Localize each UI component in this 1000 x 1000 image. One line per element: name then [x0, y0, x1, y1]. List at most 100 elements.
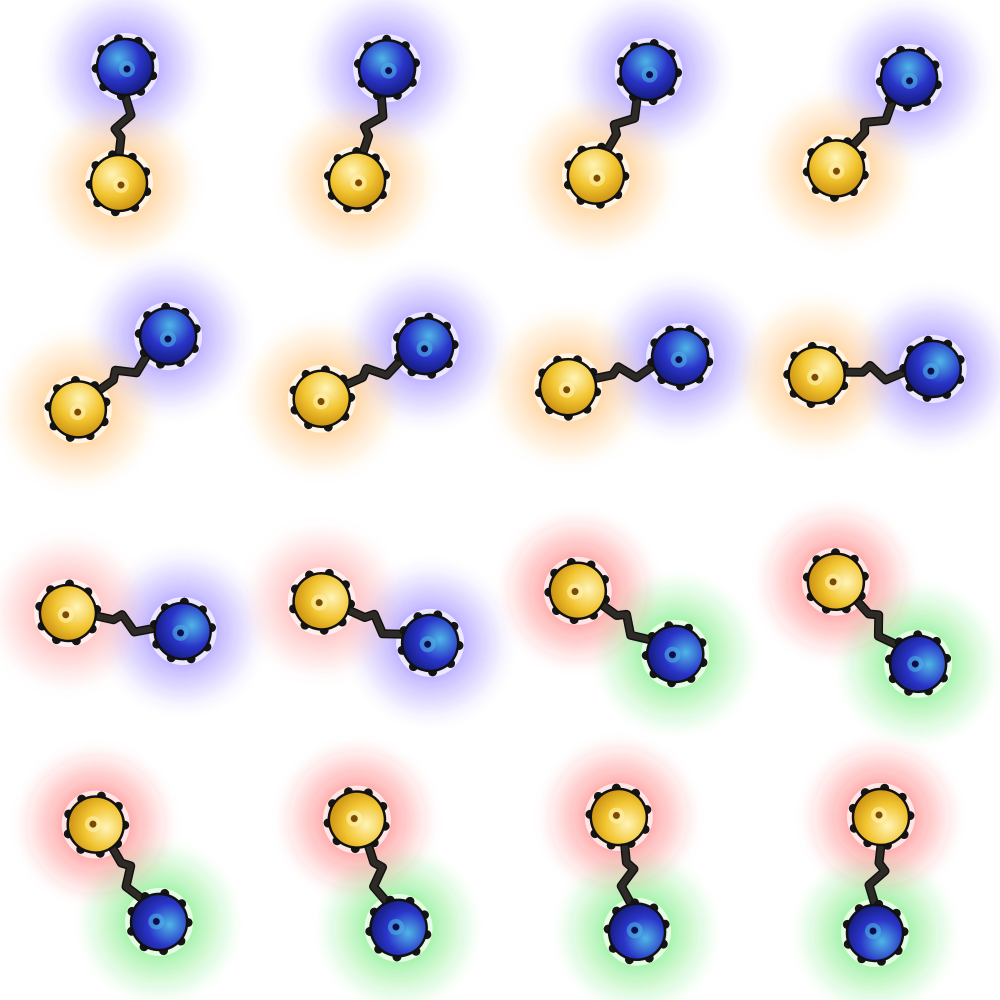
dumbbell-orbs-sprite	[499, 512, 756, 734]
cool-orb	[134, 302, 201, 369]
sprite-frame	[250, 741, 500, 1000]
warm-orb	[323, 146, 391, 213]
orb-core	[350, 815, 358, 823]
orb-core	[420, 345, 428, 353]
tether-cord	[109, 844, 146, 903]
sprite-frame	[738, 250, 1000, 500]
cool-orb	[842, 899, 909, 966]
dumbbell-orbs-sprite	[243, 266, 506, 477]
warm-orb	[848, 783, 915, 850]
dumbbell-orbs-sprite	[757, 503, 999, 744]
cool-orb	[875, 45, 942, 112]
sprite-frame	[250, 0, 500, 259]
dumbbell-orbs-sprite	[795, 739, 959, 1000]
warm-orb	[585, 783, 652, 850]
dumbbell-orbs-sprite	[489, 277, 761, 466]
tether-cord	[849, 97, 896, 149]
orb-core	[612, 811, 620, 819]
orb-core	[315, 599, 323, 607]
warm-orb	[783, 341, 849, 409]
warm-orb	[802, 136, 869, 202]
dumbbell-orbs-sprite	[17, 746, 240, 1000]
dumbbell-orbs-sprite	[738, 288, 1000, 454]
cool-orb	[91, 34, 158, 101]
cool-orb	[641, 621, 708, 688]
tether-cord	[591, 362, 657, 382]
dumbbell-orbs-sprite	[279, 0, 468, 259]
cool-orb	[365, 895, 432, 962]
warm-orb	[44, 375, 111, 442]
sprite-frame	[489, 250, 761, 500]
orb-core	[392, 923, 400, 931]
tether-cord	[365, 842, 391, 906]
orb-core	[869, 927, 877, 935]
sprite-frame	[0, 250, 250, 500]
orb-core	[563, 386, 571, 394]
dumbbell-orbs-sprite	[41, 0, 205, 261]
orb-core	[176, 629, 184, 637]
cool-orb	[353, 34, 421, 101]
dumbbell-orbs-sprite	[540, 739, 718, 1000]
orb-core	[631, 926, 639, 934]
tether-cord	[853, 597, 901, 649]
warm-orb	[289, 365, 356, 432]
orb-core	[875, 811, 883, 819]
cool-orb	[393, 312, 459, 379]
sprite-frame	[499, 500, 756, 750]
orb-core	[832, 167, 840, 175]
sprite-frame	[500, 0, 750, 254]
warm-orb	[85, 150, 152, 217]
orb-core	[117, 181, 125, 189]
sprite-frame	[500, 739, 750, 1000]
tether-cord	[112, 92, 134, 158]
orb-core	[152, 917, 160, 925]
sprite-frame	[0, 500, 263, 750]
cool-orb	[397, 610, 464, 677]
cool-orb	[647, 325, 714, 391]
orb-core	[74, 408, 82, 416]
orb-core	[911, 660, 919, 668]
warm-orb	[63, 791, 130, 858]
tether-cord	[866, 842, 888, 908]
orb-core	[593, 174, 601, 182]
orb-core	[424, 640, 432, 648]
sprite-frame	[243, 500, 511, 750]
dumbbell-orbs-sprite	[0, 534, 263, 712]
dumbbell-orbs-sprite	[243, 523, 511, 723]
orb-core	[89, 820, 97, 828]
orb-core	[675, 356, 683, 364]
tether-cord	[599, 601, 654, 643]
cool-orb	[616, 39, 683, 106]
sprite-frame	[750, 500, 1000, 750]
orb-core	[355, 179, 363, 187]
dumbbell-orbs-sprite	[278, 741, 479, 1000]
warm-orb	[35, 579, 102, 646]
orb-core	[668, 651, 676, 659]
orb-core	[62, 611, 70, 619]
orb-core	[927, 367, 935, 375]
tether-cord	[343, 357, 404, 388]
sprite-frame	[0, 746, 250, 1000]
tether-cord	[92, 611, 158, 636]
warm-orb	[323, 787, 390, 854]
dumbbell-orbs-sprite	[517, 0, 729, 254]
warm-orb	[802, 548, 869, 614]
warm-orb	[289, 568, 356, 635]
orb-core	[906, 77, 914, 85]
cool-orb	[603, 898, 670, 965]
dumbbell-orbs-sprite	[0, 256, 249, 488]
cool-orb	[884, 630, 952, 696]
tether-cord	[618, 841, 637, 908]
sprite-frame	[243, 250, 506, 500]
sprite-frame	[750, 0, 1000, 250]
orb-core	[646, 71, 654, 79]
orb-core	[811, 373, 819, 381]
tether-cord	[95, 351, 151, 394]
tether-cord	[841, 362, 908, 383]
orb-core	[164, 335, 172, 343]
warm-orb	[563, 142, 630, 209]
orb-core	[571, 588, 579, 596]
dumbbell-orbs-sprite	[758, 0, 990, 247]
tether-cord	[359, 92, 386, 157]
